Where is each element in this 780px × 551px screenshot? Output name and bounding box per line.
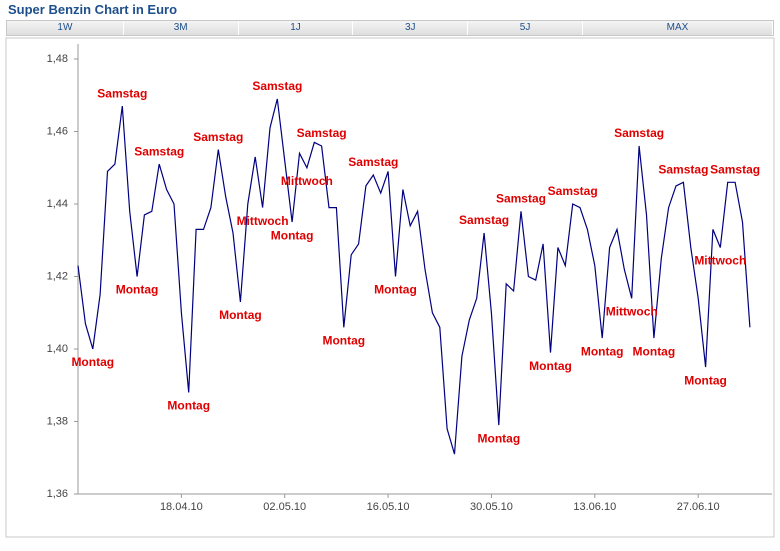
y-tick-label: 1,42 [47,270,68,282]
x-tick-label: 18.04.10 [160,501,203,513]
annotation: Samstag [252,79,302,93]
annotation: Samstag [496,191,546,205]
annotation: Montag [167,399,210,413]
annotation: Samstag [297,126,347,140]
annotation: Montag [529,359,572,373]
annotation: Montag [684,373,727,387]
annotation: Samstag [548,184,598,198]
x-tick-label: 13.06.10 [573,501,616,513]
range-tab[interactable]: 5J [468,21,583,35]
annotation: Montag [219,308,262,322]
annotation: Montag [374,283,417,297]
range-tab[interactable]: 1J [239,21,354,35]
chart-frame [5,37,775,538]
annotation: Montag [71,355,114,369]
y-tick-label: 1,46 [47,125,68,137]
annotation: Samstag [97,86,147,100]
y-tick-label: 1,44 [47,198,68,210]
range-tab[interactable]: 3M [124,21,239,35]
annotation: Samstag [614,126,664,140]
widget-title: Super Benzin Chart in Euro [8,2,178,17]
annotation: Samstag [193,130,243,144]
annotation: Montag [322,333,365,347]
x-tick-label: 27.06.10 [677,501,720,513]
annotation: Samstag [459,213,509,227]
annotation: Samstag [658,162,708,176]
annotation: Montag [478,431,521,445]
annotation: Samstag [348,155,398,169]
annotation: Mittwoch [606,304,658,318]
annotation: Mittwoch [237,214,289,228]
price-line [77,98,751,455]
annotation: Montag [271,228,314,242]
annotation: Samstag [710,162,760,176]
y-tick-label: 1,40 [47,343,68,355]
x-tick-label: 16.05.10 [367,501,410,513]
annotation: Samstag [134,144,184,158]
range-tab[interactable]: MAX [583,21,773,35]
annotation: Montag [116,283,159,297]
range-tabs: 1W 3M 1J 3J 5J MAX [6,20,774,36]
annotation: Montag [633,344,676,358]
annotation: Mittwoch [694,254,746,268]
range-tab[interactable]: 3J [353,21,469,35]
y-tick-label: 1,36 [47,488,68,500]
x-tick-label: 30.05.10 [470,501,513,513]
y-tick-label: 1,38 [47,415,68,427]
annotation: Mittwoch [281,174,333,188]
y-tick-label: 1,48 [47,53,68,65]
range-tab[interactable]: 1W [7,21,124,35]
x-tick-label: 02.05.10 [263,501,306,513]
annotation: Montag [581,344,624,358]
